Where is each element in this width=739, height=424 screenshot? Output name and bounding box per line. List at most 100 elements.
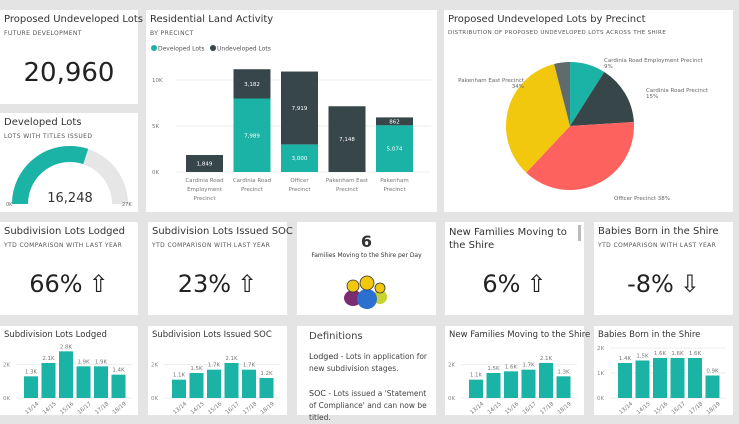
- lodged-bar-chart[interactable]: Subdivision Lots Lodged 0K 2K 1.3K 13/14 2.1…: [0, 326, 138, 415]
- bar: [207, 369, 221, 398]
- bar-plot: 0K 2K 1.3K 13/14 2.1K 14/15 2.8K 15/16 1.9K 16/17…: [3, 344, 132, 415]
- bar-developed: [233, 98, 271, 172]
- kpi-value: 6%: [482, 270, 521, 298]
- chart-subtitle: DISTRIBUTION OF PROPOSED UNDEVELOPED LOT…: [448, 30, 667, 36]
- stacked-bar-plot: Developed Lots Undeveloped Lots 0K 5K 10K 1…: [151, 45, 431, 202]
- definition-lodged: Lodged - Lots in application for new sub…: [309, 351, 427, 375]
- pie-slice: [570, 62, 605, 126]
- kpi-subtitle: YTD COMPARISON WITH LAST YEAR: [4, 242, 123, 249]
- kpi-subtitle: YTD COMPARISON WITH LAST YEAR: [152, 242, 271, 249]
- families-value: 6: [360, 232, 373, 251]
- bar: [504, 371, 518, 398]
- data-label: 1.7K: [208, 363, 221, 369]
- y-tick-label: 0K: [597, 396, 604, 402]
- bar: [705, 375, 720, 398]
- chart-title: Babies Born in the Shire: [598, 330, 701, 340]
- residential-land-activity-chart[interactable]: Residential Land Activity BY PRECINCT De…: [146, 10, 437, 212]
- card-subtitle: LOTS WITH TITLES ISSUED: [4, 133, 93, 140]
- data-label: 1.6K: [505, 364, 518, 370]
- kpi-card-families[interactable]: New Families Moving to the Shire 6% ⇧: [445, 222, 584, 315]
- bar: [224, 363, 239, 398]
- x-tick-label: 18/19: [557, 401, 573, 415]
- bar-undeveloped: [186, 154, 223, 172]
- kpi-value: 23%: [177, 270, 232, 298]
- scrollbar[interactable]: [578, 225, 581, 241]
- x-tick-label: 14/15: [636, 401, 652, 415]
- bar: [111, 374, 126, 398]
- bar: [688, 358, 702, 398]
- bar: [41, 363, 56, 398]
- family-icon: [344, 275, 387, 309]
- pie-slice: [506, 64, 570, 173]
- bar: [486, 373, 501, 398]
- y-tick-label: 5K: [152, 124, 159, 130]
- bar-undeveloped: [376, 117, 413, 126]
- gauge-value: 16,248: [47, 191, 93, 206]
- kpi-title: Subdivision Lots Issued SOC: [152, 226, 293, 237]
- bar-developed: [281, 144, 318, 172]
- chart-subtitle: BY PRECINCT: [150, 30, 194, 37]
- data-label: 862: [389, 119, 400, 125]
- data-label: 1.7K: [243, 363, 256, 369]
- kpi-card-lodged[interactable]: Subdivision Lots Lodged YTD COMPARISON W…: [0, 222, 138, 315]
- babies-bar-chart[interactable]: Babies Born in the Shire 0K 1K 2K 1.4K 13/14…: [594, 326, 733, 415]
- bar: [670, 358, 685, 398]
- kpi-title: Babies Born in the Shire: [598, 226, 719, 237]
- card-value: 20,960: [23, 58, 115, 88]
- card-title: Proposed Undeveloped Lots: [4, 14, 144, 25]
- gauge-fill: [12, 145, 89, 205]
- kpi-value: -8%: [627, 270, 674, 298]
- x-tick-label: 13/14: [469, 401, 485, 415]
- data-label: 1.7K: [522, 363, 535, 369]
- x-tick-label: 16/17: [522, 401, 538, 415]
- kpi-card-babies[interactable]: Babies Born in the Shire YTD COMPARISON …: [594, 222, 733, 315]
- x-tick-label: 13/14: [24, 401, 40, 415]
- data-label: 3,000: [292, 156, 308, 162]
- kpi-value: 66%: [29, 270, 83, 298]
- families-bar-chart[interactable]: New Families Moving to the Shire 0K 2K 1.1…: [445, 326, 590, 415]
- y-tick-label: 1K: [597, 371, 604, 377]
- data-label: 2.1K: [42, 356, 55, 362]
- developed-lots-card[interactable]: Developed Lots LOTS WITH TITLES ISSUED 0…: [0, 113, 138, 212]
- arrow-up-icon: ⇧: [526, 270, 547, 298]
- x-tick-label: Cardinia Road Employment Precinct: [185, 178, 223, 202]
- x-tick-label: 15/16: [207, 401, 223, 415]
- pie-label: Officer Precinct 38%: [614, 196, 670, 202]
- kpi-subtitle: YTD COMPARISON WITH LAST YEAR: [598, 242, 717, 249]
- data-label: 2.8K: [60, 344, 73, 350]
- x-tick-label: Pakenham East Precinct: [326, 178, 369, 193]
- definition-lodged-text: - Lots in application for new subdivisio…: [309, 352, 428, 373]
- x-tick-label: 15/16: [59, 401, 75, 415]
- data-label: 7,989: [244, 133, 260, 139]
- x-tick-label: 16/17: [225, 401, 241, 415]
- x-tick-label: 14/15: [190, 401, 206, 415]
- bar: [172, 379, 186, 398]
- y-tick-label: 2K: [151, 363, 158, 369]
- proposed-lots-card[interactable]: Proposed Undeveloped Lots FUTURE DEVELOP…: [0, 10, 143, 104]
- data-label: 5,074: [387, 147, 403, 153]
- soc-bar-chart[interactable]: Subdivision Lots Issued SOC 0K 2K 1.1K 13/1…: [148, 326, 287, 415]
- x-tick-label: 16/17: [77, 401, 93, 415]
- definitions-title: Definitions: [309, 331, 363, 342]
- x-tick-label: 17/18: [242, 401, 258, 415]
- pie-slice: [526, 121, 634, 190]
- x-tick-label: Officer Precinct: [289, 178, 312, 193]
- bar-undeveloped: [281, 71, 318, 145]
- x-tick-label: 14/15: [487, 401, 503, 415]
- x-tick-label: 18/19: [706, 401, 722, 415]
- chart-title: Residential Land Activity: [150, 14, 274, 25]
- bar: [556, 376, 571, 398]
- families-per-day-card[interactable]: 6 Families Moving to the Shire per Day: [297, 222, 436, 315]
- chart-title: Subdivision Lots Issued SOC: [152, 330, 272, 340]
- pie-plot: Cardinia Road Employment Precinct 9% Cardi…: [458, 58, 709, 202]
- bar-developed: [376, 125, 413, 172]
- x-tick-label: 17/18: [688, 401, 704, 415]
- pie-chart-card[interactable]: Proposed Undeveloped Lots by Precinct DI…: [444, 10, 733, 212]
- y-tick-label: 2K: [3, 363, 10, 369]
- bar: [635, 360, 650, 398]
- y-tick-label: 2K: [448, 363, 455, 369]
- families-label: Families Moving to the Shire per Day: [311, 252, 422, 259]
- x-tick-label: 15/16: [504, 401, 520, 415]
- kpi-card-soc[interactable]: Subdivision Lots Issued SOC YTD COMPARIS…: [148, 222, 293, 315]
- chart-title: New Families Moving to the Shire: [449, 330, 591, 340]
